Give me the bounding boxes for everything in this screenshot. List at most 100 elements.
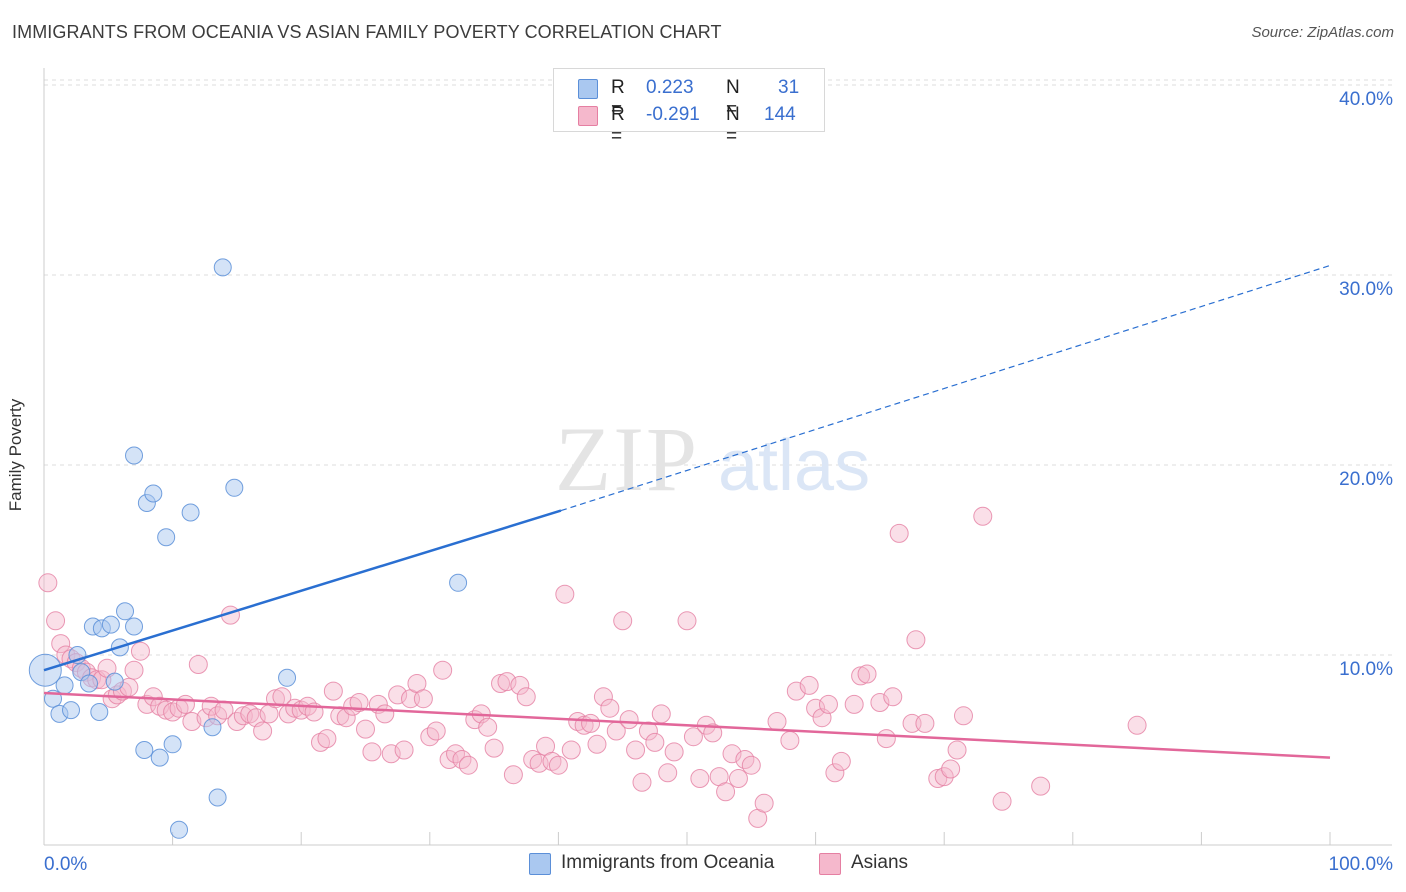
r-value: 0.223: [646, 77, 694, 98]
asians-point: [581, 713, 601, 733]
asians-point: [857, 664, 877, 684]
oceania-swatch: [529, 853, 551, 875]
asians-point: [458, 755, 478, 775]
asians-point: [851, 666, 871, 686]
oceania-points: [28, 258, 468, 839]
asians-point: [876, 729, 896, 749]
oceania-point: [125, 617, 144, 636]
asians-point: [786, 681, 806, 701]
oceania-point: [225, 478, 244, 497]
asians-point: [613, 611, 633, 631]
y-tick-label: 20.0%: [1339, 469, 1393, 490]
asians-point: [253, 721, 273, 741]
asians-point: [516, 687, 536, 707]
asians-point: [497, 672, 517, 692]
asians-point: [555, 584, 575, 604]
oceania-point: [170, 820, 189, 839]
oceania-point: [135, 741, 154, 759]
oceania-point: [125, 446, 144, 465]
legend-label: Asians: [851, 852, 909, 873]
asians-point: [754, 793, 774, 813]
asians-point: [870, 693, 890, 712]
oceania-swatch: [578, 79, 598, 99]
asians-point: [683, 727, 703, 747]
oceania-point: [105, 672, 124, 691]
r-label: R =: [611, 77, 625, 120]
asians-point: [561, 740, 581, 760]
asians-point: [690, 769, 710, 788]
asians-swatch: [578, 106, 598, 126]
asians-trend-line: [43, 691, 1331, 759]
asians-point: [593, 687, 613, 707]
asians-point: [426, 721, 446, 741]
asians-point: [1127, 715, 1147, 735]
asians-point: [947, 740, 967, 760]
asians-point: [317, 729, 337, 749]
watermark-zip: ZIP: [555, 408, 699, 510]
asians-point: [906, 630, 926, 650]
watermark: ZIP atlas: [555, 408, 870, 510]
asians-point: [651, 704, 671, 724]
asians-point: [1031, 776, 1051, 796]
asians-point: [658, 763, 678, 783]
oceania-trend-extension: [560, 264, 1331, 512]
y-tick-labels: 10.0% 20.0% 30.0% 40.0%: [1339, 89, 1393, 680]
n-label: N =: [726, 104, 740, 147]
asians-point: [46, 611, 66, 631]
gridlines: [44, 79, 1392, 656]
oceania-point: [203, 718, 222, 737]
asians-point: [362, 742, 382, 762]
asians-point: [413, 689, 433, 709]
oceania-point: [208, 788, 227, 807]
oceania-point: [55, 676, 74, 695]
n-value: 144: [764, 104, 796, 125]
asians-point: [632, 772, 652, 792]
asians-point: [973, 506, 993, 526]
oceania-point: [278, 668, 297, 687]
asians-point: [51, 634, 71, 654]
asians-point: [130, 641, 150, 661]
asians-point: [928, 769, 948, 788]
asians-point: [831, 751, 851, 771]
asians-point: [767, 712, 787, 731]
asians-point: [600, 698, 620, 718]
oceania-point: [62, 701, 81, 720]
asians-point: [953, 706, 973, 726]
asians-point: [818, 694, 838, 714]
oceania-point: [101, 615, 120, 634]
asians-point: [124, 660, 144, 680]
asians-point: [433, 660, 453, 680]
watermark-atlas: atlas: [718, 426, 870, 506]
oceania-point: [150, 748, 169, 767]
x-tick-label: 0.0%: [44, 854, 87, 875]
r-label: R =: [611, 104, 625, 147]
asians-point: [375, 704, 395, 724]
asians-point: [175, 694, 195, 714]
oceania-point: [144, 484, 163, 503]
asians-point: [587, 734, 607, 754]
asians-point: [356, 719, 375, 739]
source-label: Source: ZipAtlas.com: [1251, 24, 1394, 41]
trend-lines: [43, 264, 1331, 759]
asians-point: [638, 721, 658, 741]
y-tick-label: 10.0%: [1339, 659, 1393, 680]
asians-point: [677, 611, 697, 631]
asians-point: [626, 740, 646, 760]
asians-point: [889, 523, 909, 543]
asians-point: [182, 712, 202, 731]
asians-point: [741, 755, 761, 775]
oceania-point: [157, 528, 176, 547]
oceania-trend-line: [43, 509, 562, 672]
asians-point: [915, 713, 935, 733]
asians-point: [394, 740, 414, 760]
oceania-point: [213, 258, 232, 277]
asians-point: [664, 742, 684, 762]
asians-point: [349, 693, 369, 712]
asians-point: [188, 655, 208, 674]
asians-swatch: [819, 853, 841, 875]
asians-point: [323, 681, 343, 701]
asians-point: [825, 763, 845, 783]
asians-point: [619, 710, 639, 730]
oceania-point: [116, 602, 135, 621]
